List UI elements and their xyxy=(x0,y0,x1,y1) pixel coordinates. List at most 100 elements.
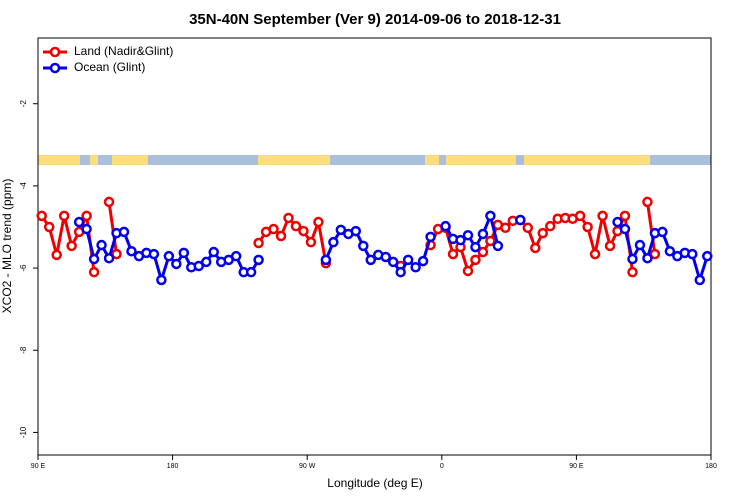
data-point xyxy=(694,274,706,286)
data-point xyxy=(544,220,556,232)
data-point xyxy=(649,248,661,260)
y-tick-label: -4 xyxy=(19,182,28,190)
data-point xyxy=(171,258,182,270)
data-point xyxy=(58,210,70,222)
land-band xyxy=(38,155,80,165)
data-point xyxy=(73,216,85,228)
data-point xyxy=(387,256,399,268)
x-tick-label: 90 W xyxy=(299,463,316,470)
data-point xyxy=(178,247,190,259)
data-point xyxy=(440,220,451,232)
data-point xyxy=(657,226,668,238)
x-tick-label: 90 E xyxy=(569,463,584,470)
x-tick-label: 180 xyxy=(167,463,179,470)
data-point xyxy=(619,223,631,235)
land-band xyxy=(258,155,330,165)
y-axis-label: XCO2 - MLO trend (ppm) xyxy=(0,179,14,314)
data-point xyxy=(462,265,474,277)
data-point xyxy=(537,227,548,239)
data-point xyxy=(245,266,257,278)
data-point xyxy=(268,223,279,235)
data-point xyxy=(477,228,489,240)
data-point xyxy=(380,251,391,263)
data-point xyxy=(395,266,406,278)
series xyxy=(73,210,713,286)
data-point xyxy=(148,248,160,260)
data-point xyxy=(208,246,219,258)
x-axis-label: Longitude (deg E) xyxy=(327,476,422,490)
data-point xyxy=(36,210,47,222)
data-point xyxy=(470,241,481,253)
data-point xyxy=(410,261,421,273)
data-point xyxy=(320,254,332,266)
ocean-band xyxy=(38,155,711,165)
data-point xyxy=(500,222,511,234)
legend-marker xyxy=(49,62,61,74)
land-band xyxy=(112,155,148,165)
data-point xyxy=(470,254,481,266)
data-point xyxy=(702,250,713,262)
land-band xyxy=(446,155,516,165)
data-point xyxy=(96,239,107,251)
data-point xyxy=(118,226,130,238)
x-tick-label: 0 xyxy=(440,463,444,470)
land-band xyxy=(90,155,98,165)
land-band xyxy=(425,155,439,165)
data-point xyxy=(619,210,631,222)
data-point xyxy=(290,220,302,232)
data-point xyxy=(253,237,264,249)
data-point xyxy=(51,249,62,261)
data-point xyxy=(597,210,608,222)
data-point xyxy=(88,266,100,278)
data-point xyxy=(515,214,526,226)
legend-label: Land (Nadir&Glint) xyxy=(74,44,173,58)
data-point xyxy=(477,246,489,258)
legend-marker xyxy=(49,46,61,58)
data-point xyxy=(126,245,137,257)
land-band xyxy=(524,155,650,165)
data-point xyxy=(530,242,541,254)
x-tick-label: 180 xyxy=(705,463,717,470)
data-point xyxy=(201,256,212,268)
series-line xyxy=(429,210,634,275)
data-point xyxy=(612,216,623,228)
y-tick-label: -8 xyxy=(19,346,28,354)
data-point xyxy=(589,248,601,260)
data-point xyxy=(163,250,175,262)
data-point xyxy=(447,248,459,260)
data-point xyxy=(627,266,638,278)
data-point xyxy=(305,236,317,248)
y-tick-label: -2 xyxy=(19,100,28,108)
data-point xyxy=(522,222,534,234)
data-point xyxy=(642,196,653,208)
data-point xyxy=(574,210,586,222)
data-point xyxy=(156,274,167,286)
y-tick-label: -10 xyxy=(19,426,28,438)
data-point xyxy=(328,236,339,248)
data-point xyxy=(81,223,92,235)
data-point xyxy=(455,234,466,246)
data-point xyxy=(402,254,414,266)
data-point xyxy=(275,230,287,242)
data-point xyxy=(81,210,92,222)
data-point xyxy=(350,225,362,237)
chart-title: 35N-40N September (Ver 9) 2014-09-06 to … xyxy=(189,11,561,28)
plot-frame xyxy=(37,37,712,456)
data-point xyxy=(253,254,264,266)
data-point xyxy=(462,229,474,241)
data-point xyxy=(43,221,55,233)
data-point xyxy=(485,210,496,222)
series-line xyxy=(107,201,119,255)
land-ocean-strip xyxy=(38,155,711,165)
data-point xyxy=(634,239,646,251)
data-point xyxy=(103,196,115,208)
data-point xyxy=(298,225,309,237)
x-tick-label: 90 E xyxy=(31,463,46,470)
data-point xyxy=(642,252,653,264)
data-point xyxy=(103,252,115,264)
data-point xyxy=(66,240,77,252)
data-point xyxy=(111,248,122,260)
data-point xyxy=(627,253,638,265)
data-point xyxy=(283,212,294,224)
